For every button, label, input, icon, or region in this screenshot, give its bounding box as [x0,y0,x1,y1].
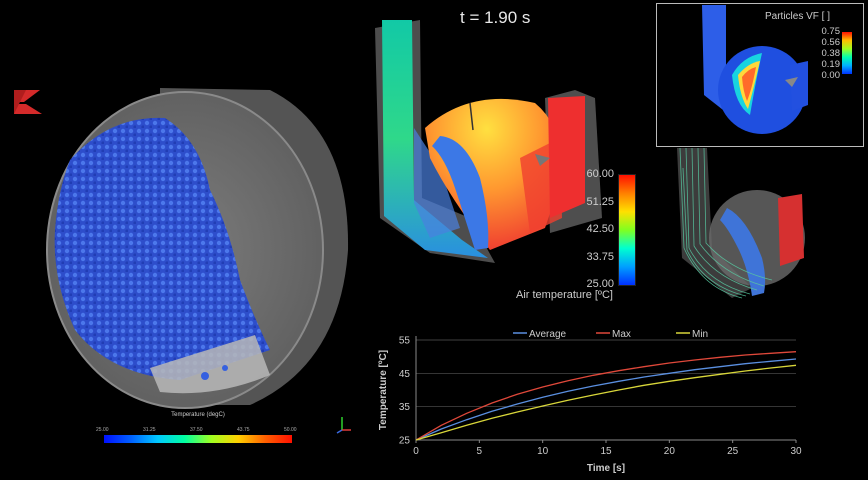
particles-colorbar-tick: 0.00 [821,70,841,81]
drum-temperature-colorbar [104,435,292,443]
x-tick-label: 15 [600,446,612,457]
air-temperature-view [375,20,602,263]
particles-colorbar-tick: 0.75 [821,26,841,37]
x-tick-label: 0 [413,446,419,457]
x-tick-label: 5 [477,446,483,457]
legend-label-max: Max [612,329,631,340]
air-colorbar-tick: 60.00 [586,168,614,180]
series-line-min [415,364,797,441]
x-tick-label: 25 [727,446,739,457]
temperature-chart: 25 35 45 55 0 5 10 15 20 25 30 Time [s] Temperature … [378,329,802,474]
drum-particles-view [46,88,349,409]
drum-colorbar-tick: 43.75 [237,427,250,433]
series-line-max [415,351,797,441]
particles-vf-inset [656,3,864,147]
air-colorbar-tick: 51.25 [586,196,614,208]
drum-colorbar-tick: 31.25 [143,427,156,433]
x-tick-label: 10 [537,446,549,457]
drum-colorbar-title: Temperature (degC) [171,412,225,418]
y-tick-label: 45 [399,369,411,380]
air-colorbar-title: Air temperature [ºC] [516,289,613,301]
y-tick-label: 55 [399,336,411,347]
particles-colorbar-tick: 0.56 [821,37,841,48]
legend-label-min: Min [692,329,708,340]
y-tick-label: 25 [399,436,411,447]
axes-triad-icon [336,417,351,434]
particles-colorbar-tick: 0.38 [821,48,841,59]
particles-colorbar-tick: 0.19 [821,59,841,70]
air-temperature-colorbar [618,174,636,286]
drum-colorbar-tick: 25.00 [96,427,109,433]
drum-colorbar-tick: 50.00 [284,427,297,433]
air-colorbar-tick: 25.00 [586,278,614,290]
particles-colorbar-title: Particles VF [ ] [765,11,831,22]
x-tick-label: 20 [664,446,676,457]
particles-vf-colorbar [842,32,852,74]
x-tick-label: 30 [790,446,802,457]
x-axis-label: Time [s] [587,463,625,474]
air-colorbar-tick: 33.75 [586,251,614,263]
y-tick-label: 35 [399,402,411,413]
particles-vf-view [702,5,808,134]
time-label: t = 1.90 s [460,8,531,27]
legend-label-average: Average [529,329,567,340]
y-axis-label: Temperature [ºC] [378,350,389,430]
streamlines-view [677,148,805,299]
drum-colorbar-tick: 37.50 [190,427,203,433]
brand-logo [14,90,42,114]
air-colorbar-tick: 42.50 [586,223,614,235]
series-line-average [415,358,797,441]
